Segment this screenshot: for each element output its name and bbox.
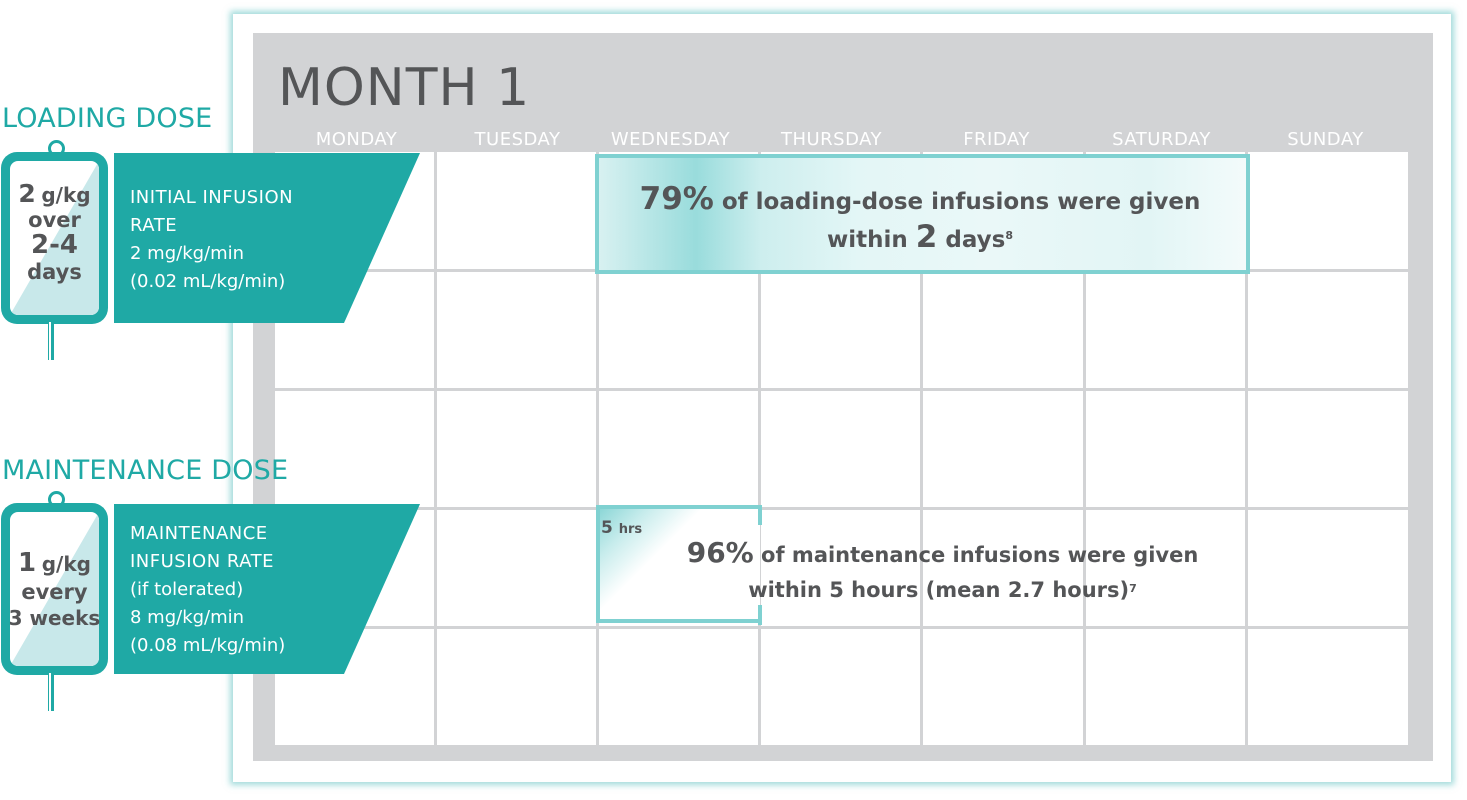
reference-marker: 8 <box>1005 229 1013 242</box>
maintenance-rate-text: MAINTENANCE INFUSION RATE (if tolerated)… <box>130 523 286 656</box>
day-label-saturday: SATURDAY <box>1112 129 1211 150</box>
day-label-friday: FRIDAY <box>963 129 1030 150</box>
month-title: MONTH 1 <box>278 58 531 118</box>
maintenance-highlight-border <box>596 619 762 623</box>
maintenance-highlight-border <box>596 505 762 509</box>
loading-pct: 79% <box>639 181 714 217</box>
grid-divider <box>596 152 599 745</box>
maintenance-highlight-border <box>758 505 762 525</box>
iv-tube-inner <box>49 673 51 711</box>
maintenance-dose-title: MAINTENANCE DOSE <box>2 455 289 486</box>
reference-marker: 7 <box>1129 582 1137 595</box>
grid-divider <box>1245 152 1248 745</box>
day-label-sunday: SUNDAY <box>1287 129 1364 150</box>
day-label-tuesday: TUESDAY <box>474 129 561 150</box>
loading-bag-label: 2 g/kg over 2-4 days <box>18 179 91 284</box>
loading-dose-title: LOADING DOSE <box>2 103 213 134</box>
grid-divider <box>920 152 923 745</box>
maintenance-highlight <box>596 508 760 623</box>
iv-tube <box>48 673 54 711</box>
day-label-thursday: THURSDAY <box>780 129 883 150</box>
day-label-wednesday: WEDNESDAY <box>610 129 731 150</box>
grid-divider <box>275 507 1408 510</box>
maintenance-rate-ribbon <box>108 504 420 674</box>
iv-bag-icon <box>1 503 108 675</box>
maintenance-pct: 96% <box>686 536 754 569</box>
grid-divider <box>1083 152 1086 745</box>
maintenance-bag-label: 1 g/kg every 3 weeks <box>8 548 101 631</box>
day-label-monday: MONDAY <box>315 129 398 150</box>
maintenance-hours-label: 5 hrs <box>601 518 643 538</box>
grid-divider <box>275 626 1408 629</box>
loading-dose-highlight <box>595 154 1250 274</box>
loading-dose-callout: 79% of loading-dose infusions were given… <box>639 181 1201 255</box>
loading-rate-ribbon <box>108 153 420 323</box>
iv-tube-inner <box>49 322 51 360</box>
loading-rate-text: INITIAL INFUSION RATE 2 mg/kg/min (0.02 … <box>130 187 294 292</box>
iv-tube <box>48 322 54 360</box>
grid-divider <box>434 152 437 745</box>
grid-divider <box>275 388 1408 391</box>
maintenance-highlight-border <box>758 605 762 625</box>
maintenance-callout: 96% of maintenance infusions were given … <box>686 536 1199 602</box>
grid-divider <box>758 152 761 745</box>
iv-bag-icon <box>1 152 108 324</box>
